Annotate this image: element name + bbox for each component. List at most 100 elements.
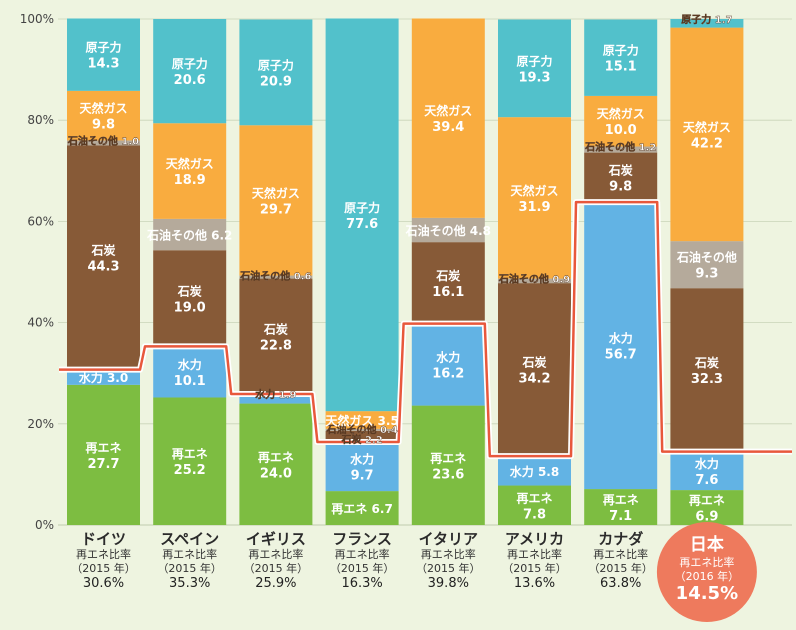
segment-label-name: 天然ガス	[166, 156, 214, 171]
segment-label-value: 39.4	[432, 120, 464, 135]
renewable-line	[59, 200, 792, 458]
bar-segment-gas	[411, 18, 485, 218]
segment-label-value: 20.9	[260, 74, 292, 89]
segment-label-name: 原子力	[172, 56, 208, 71]
segment-label-name: 再エネ	[258, 450, 294, 464]
country-name: イタリア	[419, 530, 478, 548]
segment-label-name: 原子力	[516, 53, 552, 68]
bar-segment-gas	[67, 90, 140, 141]
ratio-year: （2015 年）	[71, 561, 136, 575]
bar-segment-hydro	[584, 202, 658, 490]
country-name: スペイン	[160, 530, 219, 548]
segment-label-value: 9.8	[92, 118, 115, 133]
segment-label-name: 水力	[695, 456, 719, 471]
bar-segment-gas	[498, 117, 571, 279]
bar-segment-gas	[325, 411, 399, 429]
bar-segment-hydro	[67, 369, 140, 385]
segment-label-name: 石炭	[435, 268, 460, 283]
segment-label-value: 7.1	[609, 509, 632, 524]
segment-label-value: 9.7	[351, 469, 374, 484]
ratio-label: 再エネ比率	[248, 547, 303, 561]
renewable-ratio: 30.6%	[83, 576, 124, 591]
ratio-label: 再エネ比率	[76, 547, 131, 561]
bar-segment-coal	[325, 430, 399, 443]
segment-label-value: 19.0	[174, 300, 206, 315]
bar-segment-coal	[411, 242, 485, 324]
segment-label-name: 天然ガス	[252, 185, 300, 200]
bar-segment-oil_other	[153, 218, 227, 251]
renewable-ratio: 35.3%	[169, 576, 210, 591]
segment-label-small: 水力 1.9	[254, 388, 296, 401]
renewable-ratio: 25.9%	[255, 576, 296, 591]
segment-label-name: 石油その他	[676, 250, 737, 265]
segment-label-name: 水力	[178, 357, 202, 372]
ratio-year: （2015 年）	[244, 561, 309, 575]
bar-segment-coal	[153, 250, 227, 347]
bar-segment-gas	[239, 125, 313, 276]
ratio-year: （2015 年）	[330, 561, 395, 575]
bar-segment-hydro	[670, 451, 744, 491]
segment-label-value: 20.6	[174, 73, 206, 88]
bar-segment-nuclear	[670, 19, 744, 28]
y-tick-label: 40%	[27, 316, 54, 330]
segment-label-name: 原子力	[85, 40, 121, 55]
segment-label-value: 29.7	[260, 202, 292, 217]
segment-label-value: 16.2	[432, 367, 464, 382]
segment-label-value: 10.1	[174, 374, 206, 389]
segment-label-name: 水力	[436, 350, 460, 365]
segment-label: 天然ガス 3.5	[325, 413, 398, 428]
y-tick-label: 80%	[27, 113, 54, 127]
segment-label-name: 再エネ	[689, 494, 725, 508]
segment-labels: 再エネ 27.7 水力 3.0 石炭 44.3 石油その他 1.0 天然ガス 9.8 原子力 14…	[67, 13, 737, 525]
ratio-year: （2016 年）	[675, 569, 740, 583]
bar-segment-oil_other	[670, 241, 744, 289]
ratio-year: （2015 年）	[416, 561, 481, 575]
bar-segment-oil_other	[498, 278, 571, 284]
segment-label-value: 7.6	[695, 473, 718, 488]
ratio-label: 再エネ比率	[421, 547, 476, 561]
country-name: フランス	[332, 530, 392, 548]
bar-segment-gas	[153, 123, 227, 219]
segment-label-value: 23.6	[432, 467, 464, 482]
segment-label-value: 9.3	[695, 267, 718, 282]
segment-label-name: 石炭	[694, 355, 719, 370]
bar-segment-renewable	[584, 489, 658, 525]
segment-label-value: 19.3	[518, 70, 550, 85]
segment-label-name: 石炭	[177, 283, 202, 298]
country-name: ドイツ	[81, 530, 126, 548]
ratio-year: （2015 年）	[502, 561, 567, 575]
bar-segment-oil_other	[239, 275, 313, 279]
bar-segment-nuclear	[325, 18, 399, 412]
bar-segment-renewable	[325, 491, 399, 525]
segment-label-small: 石油その他 1.2	[584, 141, 656, 154]
segment-label-value: 77.6	[346, 217, 378, 232]
segment-label-name: 原子力	[258, 57, 294, 72]
segment-label-name: 再エネ	[430, 451, 466, 465]
ratio-label: 再エネ比率	[162, 547, 217, 561]
bar-segment-nuclear	[584, 19, 658, 96]
segment-label-name: 再エネ	[172, 447, 208, 461]
bar-segment-renewable	[153, 397, 227, 525]
y-tick-label: 100%	[20, 12, 54, 26]
bar-segment-coal	[239, 278, 313, 394]
segment-label-name: 天然ガス	[79, 101, 127, 116]
segment-label-value: 10.0	[605, 123, 637, 138]
ratio-label: 再エネ比率	[679, 555, 734, 569]
bar-segment-hydro	[498, 456, 571, 486]
bar-segment-coal	[498, 283, 571, 457]
segment-label-name: 石炭	[608, 162, 633, 177]
segment-label: 石油その他 4.8	[405, 223, 491, 238]
ratio-label: 再エネ比率	[335, 547, 390, 561]
segment-label-name: 原子力	[603, 43, 639, 58]
segment-label-name: 水力	[350, 452, 374, 467]
segment-label-name: 石炭	[90, 243, 115, 258]
segment-label-value: 34.2	[518, 372, 550, 387]
segment-label-name: 石炭	[263, 321, 288, 336]
bars	[67, 18, 744, 525]
